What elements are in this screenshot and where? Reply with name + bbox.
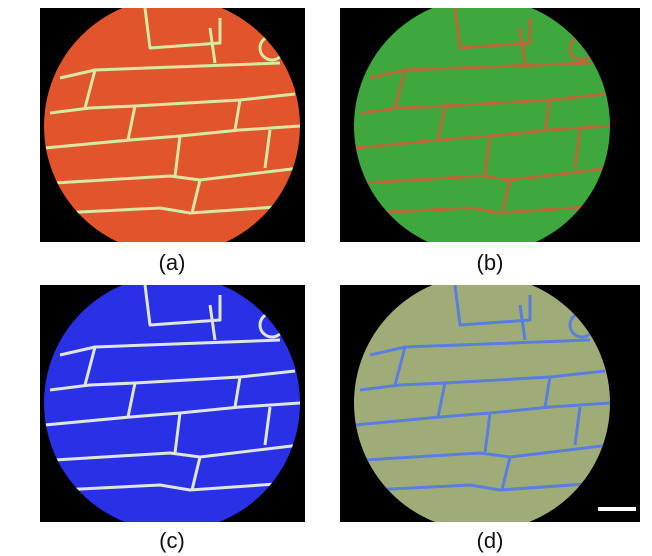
panel-b <box>340 8 640 242</box>
panel-a <box>40 8 305 242</box>
panel-label: (d) <box>477 528 504 553</box>
page: (a) (b) (c) (d) (() => { const data = JS… <box>0 0 652 556</box>
panel-label: (c) <box>159 528 185 553</box>
panel-label: (a) <box>159 250 186 275</box>
panel-d <box>340 285 640 522</box>
figure: (a) (b) (c) (d) <box>0 0 652 556</box>
panel-label: (b) <box>477 250 504 275</box>
panel-c <box>40 285 305 522</box>
scale-bar <box>598 507 636 511</box>
